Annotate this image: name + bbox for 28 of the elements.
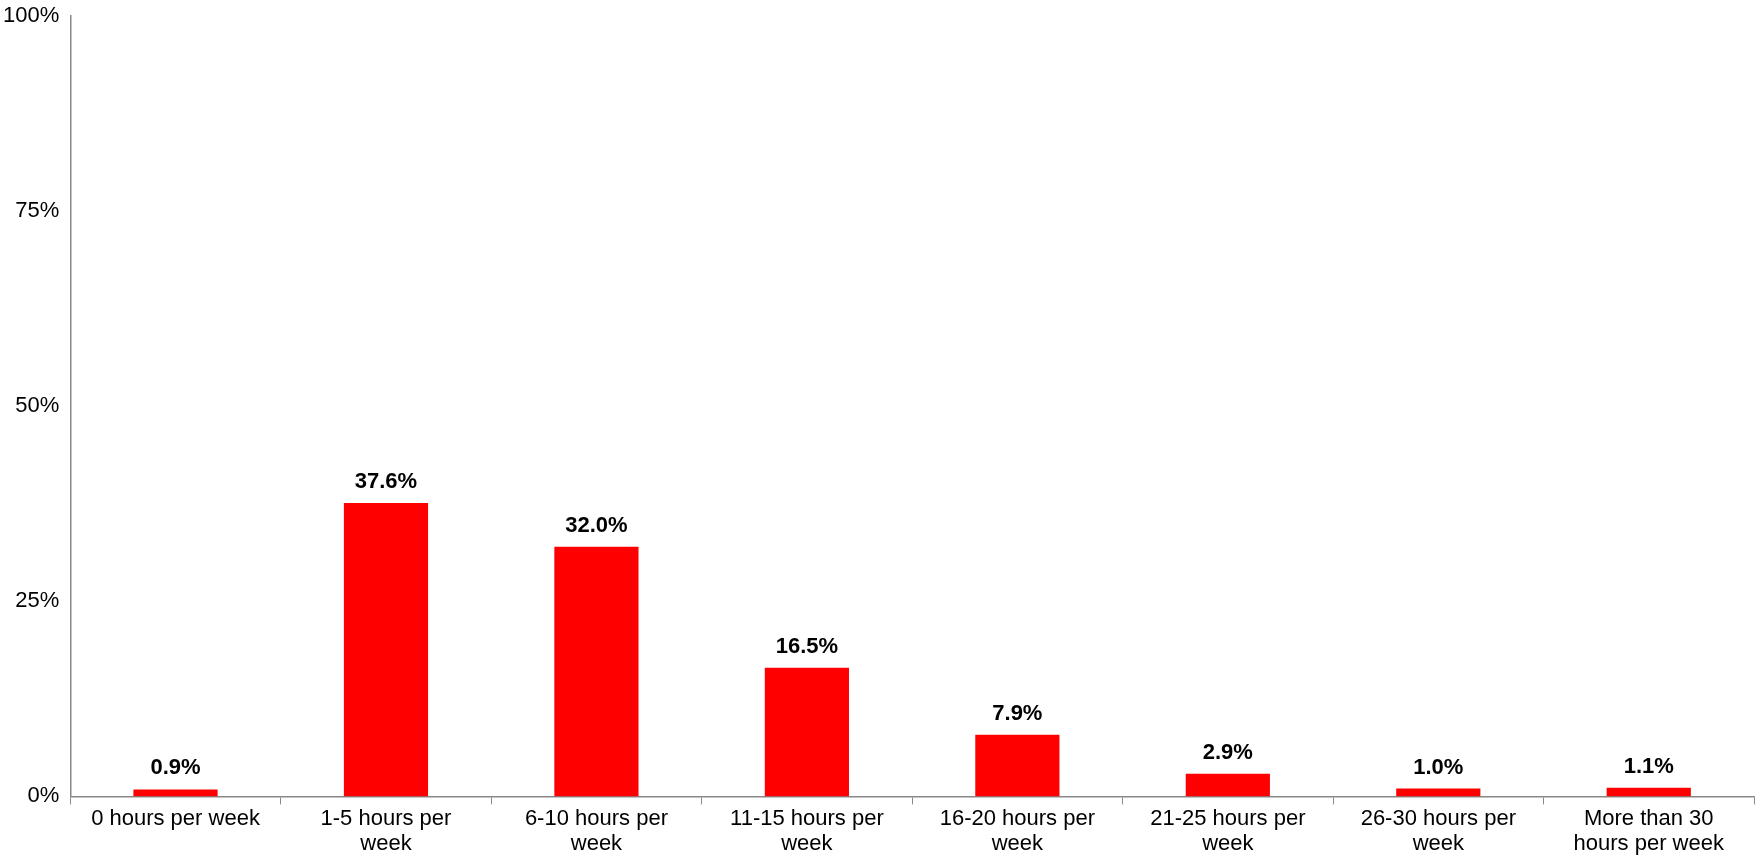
data-label: 1.1% (1623, 752, 1674, 778)
y-tick-label: 0% (27, 782, 60, 808)
y-tick-label: 100% (2, 2, 60, 28)
y-tick-label: 50% (15, 392, 60, 418)
data-label: 1.0% (1413, 753, 1464, 779)
bar (1185, 773, 1270, 797)
x-tick-label: 26-30 hours per week (1360, 805, 1516, 856)
data-label: 16.5% (775, 632, 839, 658)
data-label: 37.6% (354, 468, 418, 494)
bar (764, 667, 849, 797)
data-label: 7.9% (992, 699, 1043, 725)
x-tick-label: 0 hours per week (91, 805, 261, 831)
y-tick-label: 75% (15, 197, 60, 223)
x-tick-label: 16-20 hours per week (939, 805, 1096, 856)
bar (133, 789, 218, 797)
x-tick-label: 11-15 hours per week (730, 805, 884, 856)
bar (554, 546, 639, 797)
x-tick-label: 6-10 hours per week (524, 805, 668, 856)
x-tick-label: 1-5 hours per week (320, 805, 452, 856)
y-tick-label: 25% (15, 587, 60, 613)
x-tick-label: More than 30 hours per week (1573, 805, 1725, 856)
data-label: 32.0% (565, 511, 628, 537)
data-label: 2.9% (1202, 738, 1253, 764)
bar (975, 734, 1060, 797)
data-label: 0.9% (150, 754, 201, 780)
bar (1606, 787, 1691, 797)
x-tick-label: 21-25 hours per week (1150, 805, 1306, 856)
bar (343, 503, 429, 797)
